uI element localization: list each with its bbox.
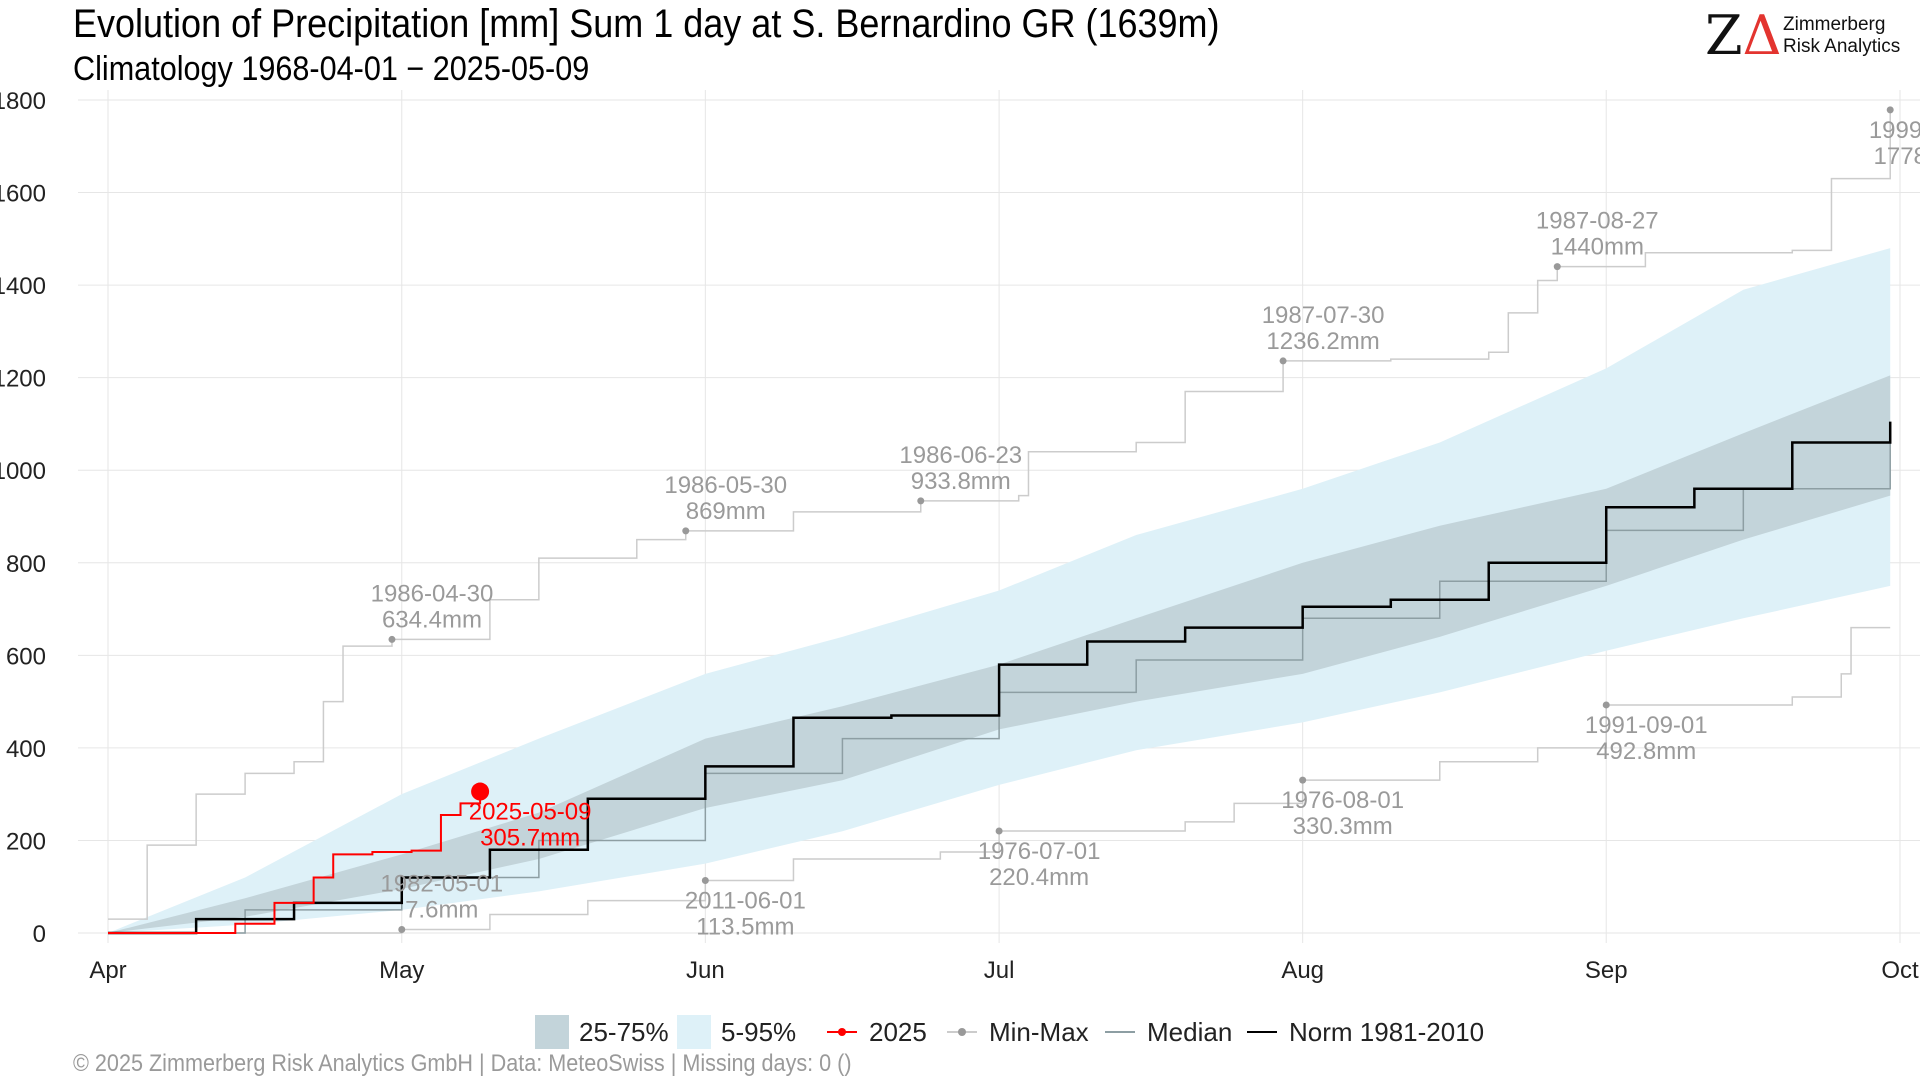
legend-item-norm: Norm 1981-2010 [1245, 1010, 1484, 1054]
annotation-value: 7.6mm [405, 896, 478, 923]
legend-item-25-75: 25-75% [535, 1010, 669, 1054]
precipitation-chart: 0 200 400 600 800 1000 1200 1400 1600 1800 Apr May J… [0, 88, 1920, 984]
annotation-value: 1778.7mm [1874, 143, 1920, 170]
legend-key-median [1103, 1015, 1137, 1049]
annotation-value: 634.4mm [382, 606, 482, 633]
annotation-marker [1886, 106, 1894, 114]
logo-text: Zimmerberg Risk Analytics [1783, 14, 1901, 57]
annotation-marker [398, 925, 406, 933]
annotation-marker [1553, 263, 1561, 271]
annotation-date: 2011-06-01 [685, 887, 806, 914]
annotation-date: 1987-08-27 [1536, 208, 1659, 235]
legend-key-minmax [945, 1015, 979, 1049]
annotation-value: 1236.2mm [1266, 328, 1379, 355]
legend-item-5-95: 5-95% [677, 1010, 796, 1054]
annotation-marker [471, 782, 490, 801]
chart-subtitle: Climatology 1968-04-01 − 2025-05-09 [73, 50, 590, 88]
y-tick-label: 1000 [0, 458, 46, 485]
annotation-marker [701, 876, 709, 884]
annotation-date: 1986-05-30 [664, 472, 787, 499]
x-tick-label: Aug [1281, 957, 1324, 984]
x-tick-label: Apr [89, 957, 126, 984]
x-tick-label: Jul [984, 957, 1015, 984]
annotation-date: 1999-09-30 [1869, 117, 1920, 144]
x-tick-label: Jun [686, 957, 725, 984]
annotation-marker [388, 635, 396, 643]
annotation-date: 1982-05-01 [380, 870, 503, 897]
legend-key-norm [1245, 1015, 1279, 1049]
x-tick-label: May [379, 957, 424, 984]
footer-credit: © 2025 Zimmerberg Risk Analytics GmbH | … [73, 1050, 852, 1077]
chart-title: Evolution of Precipitation [mm] Sum 1 da… [73, 2, 1220, 46]
axis-layer: 0 200 400 600 800 1000 1200 1400 1600 1800 Apr May J… [0, 88, 1919, 984]
series-max [108, 109, 1891, 920]
x-tick-label: Oct [1881, 957, 1919, 984]
annotation-marker [1279, 357, 1287, 365]
y-tick-label: 200 [6, 828, 46, 855]
annotation-value: 113.5mm [696, 913, 794, 940]
annotation-marker [917, 497, 925, 505]
annotation-value: 869mm [686, 498, 766, 525]
legend-item-median: Median [1103, 1010, 1232, 1054]
y-tick-label: 1800 [0, 88, 46, 115]
series-min [108, 626, 1891, 934]
annotation-value: 933.8mm [911, 468, 1011, 495]
annotation-date: 1986-06-23 [899, 442, 1022, 469]
y-tick-label: 1600 [0, 181, 46, 208]
annotation-date: 2025-05-09 [469, 799, 592, 826]
series-2025 [108, 791, 482, 934]
logo-mark: ZΔ [1705, 4, 1782, 67]
annotation-value: 1440mm [1551, 234, 1644, 261]
y-tick-label: 1400 [0, 273, 46, 300]
y-tick-label: 400 [6, 736, 46, 763]
y-tick-label: 600 [6, 643, 46, 670]
annotation-date: 1976-07-01 [978, 838, 1101, 865]
legend-item-minmax: Min-Max [945, 1010, 1089, 1054]
legend-key-25-75 [535, 1015, 569, 1049]
legend-key-2025 [825, 1015, 859, 1049]
legend-item-2025: 2025 [825, 1010, 927, 1054]
annotation-marker [1602, 701, 1610, 709]
annotation-marker [1299, 776, 1307, 784]
annotation-marker [682, 527, 690, 535]
annotation-marker [995, 827, 1003, 835]
annotation-value: 305.7mm [480, 825, 580, 852]
annotation-date: 1987-07-30 [1262, 302, 1385, 329]
chart-legend: 25-75% 5-95% 2025 Min-Max Median Norm 19… [0, 1010, 1920, 1054]
series-norm [108, 421, 1892, 935]
annotation-date: 1976-08-01 [1281, 787, 1404, 814]
annotation-value: 330.3mm [1293, 813, 1393, 840]
y-tick-label: 0 [33, 921, 46, 948]
legend-key-5-95 [677, 1015, 711, 1049]
x-tick-label: Sep [1585, 957, 1628, 984]
annotation-value: 492.8mm [1596, 738, 1696, 765]
band-layer [108, 248, 1891, 934]
annotation-date: 1991-09-01 [1585, 712, 1708, 739]
annotation-date: 1986-04-30 [371, 580, 494, 607]
y-tick-label: 800 [6, 551, 46, 578]
y-tick-label: 1200 [0, 366, 46, 393]
line-layer [108, 109, 1892, 935]
band-5-95 [108, 248, 1891, 934]
annotation-value: 220.4mm [989, 864, 1089, 891]
